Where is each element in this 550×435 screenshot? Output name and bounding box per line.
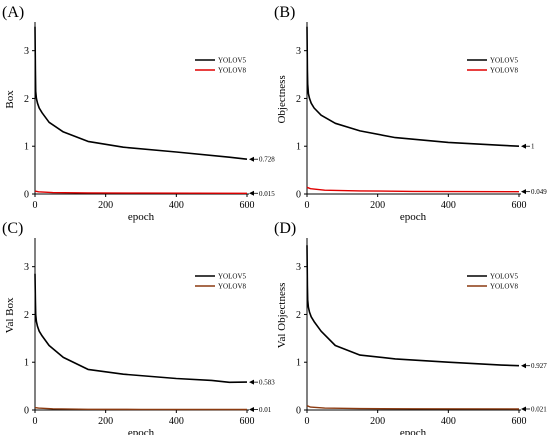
x-axis-label: epoch [400, 211, 427, 223]
legend-label: YOLOV5 [490, 273, 518, 281]
y-axis-label: Box [4, 90, 16, 109]
end-value-label: 0.049 [531, 188, 547, 196]
series-line-yolov8 [306, 405, 520, 410]
legend-label: YOLOV5 [490, 57, 518, 65]
y-tick-label: 2 [24, 94, 29, 105]
annotation-arrow [521, 363, 526, 369]
y-tick-label: 2 [296, 94, 301, 105]
y-tick-label: 2 [296, 310, 301, 321]
x-tick-label: 600 [512, 416, 527, 427]
y-axis-label: Val Box [4, 297, 16, 333]
x-tick-label: 0 [305, 200, 310, 211]
x-tick-label: 0 [33, 200, 38, 211]
y-tick-label: 0 [296, 406, 301, 417]
y-tick-label: 1 [24, 358, 29, 369]
series-line-yolov5 [306, 26, 520, 147]
series-line-yolov5 [306, 245, 520, 367]
x-tick-label: 0 [33, 416, 38, 427]
series-line-yolov5 [34, 26, 248, 160]
end-value-label: 1 [531, 143, 535, 151]
legend-label: YOLOV8 [218, 283, 246, 291]
y-tick-label: 1 [24, 142, 29, 153]
chart-panel-4: (D) 0 200 400 600 0 1 2 3 epoch Val Objectness 0.92… [274, 220, 547, 435]
annotation-arrow [249, 407, 254, 413]
series-line-yolov8 [34, 190, 248, 195]
end-value-label: 0.927 [531, 362, 547, 370]
y-tick-label: 0 [296, 190, 301, 201]
legend-label: YOLOV5 [218, 57, 246, 65]
x-tick-label: 200 [98, 416, 113, 427]
end-value-label: 0.728 [259, 156, 275, 164]
x-tick-label: 200 [370, 416, 385, 427]
x-axis-label: epoch [128, 427, 155, 435]
y-tick-label: 3 [296, 46, 301, 57]
end-value-label: 0.015 [259, 190, 275, 198]
legend-label: YOLOV8 [490, 283, 518, 291]
x-tick-label: 400 [169, 416, 184, 427]
y-tick-label: 3 [296, 262, 301, 273]
panel-letter: (C) [2, 220, 23, 237]
y-tick-label: 0 [24, 190, 29, 201]
chart-panel-3: (C) 0 200 400 600 0 1 2 3 epoch Val Box 0.583 0.01 YO… [2, 220, 275, 435]
y-tick-label: 1 [296, 142, 301, 153]
y-tick-label: 0 [24, 406, 29, 417]
x-tick-label: 400 [441, 200, 456, 211]
end-value-label: 0.01 [259, 406, 272, 414]
y-axis-label: Val Objectness [276, 283, 288, 349]
series-line-yolov5 [34, 273, 248, 384]
chart-panel-2: (B) 0 200 400 600 0 1 2 3 epoch Objectness 1 0.049 YO… [274, 4, 547, 223]
panel-letter: (B) [274, 4, 295, 21]
x-tick-label: 200 [370, 200, 385, 211]
end-value-label: 0.021 [531, 405, 547, 413]
x-tick-label: 600 [512, 200, 527, 211]
legend-label: YOLOV5 [218, 273, 246, 281]
panel-letter: (A) [2, 4, 24, 21]
series-line-yolov8 [34, 406, 248, 411]
annotation-arrow [249, 190, 254, 196]
panel-letter: (D) [274, 220, 296, 237]
legend-label: YOLOV8 [490, 67, 518, 75]
y-tick-label: 2 [24, 310, 29, 321]
annotation-arrow [249, 156, 254, 162]
annotation-arrow [521, 143, 526, 149]
x-tick-label: 600 [240, 200, 255, 211]
x-tick-label: 600 [240, 416, 255, 427]
annotation-arrow [249, 379, 254, 385]
x-tick-label: 400 [441, 416, 456, 427]
annotation-arrow [521, 189, 526, 195]
y-tick-label: 1 [296, 358, 301, 369]
legend-label: YOLOV8 [218, 67, 246, 75]
annotation-arrow [521, 406, 526, 412]
x-tick-label: 0 [305, 416, 310, 427]
end-value-label: 0.583 [259, 379, 275, 387]
y-axis-label: Objectness [276, 75, 288, 123]
series-line-yolov8 [306, 186, 520, 193]
chart-panel-1: (A) 0 200 400 600 0 1 2 3 epoch Box 0.728 0.015 YOLOV… [2, 4, 275, 223]
y-tick-label: 3 [24, 46, 29, 57]
x-axis-label: epoch [128, 211, 155, 223]
x-axis-label: epoch [400, 427, 427, 435]
x-tick-label: 400 [169, 200, 184, 211]
y-tick-label: 3 [24, 262, 29, 273]
x-tick-label: 200 [98, 200, 113, 211]
